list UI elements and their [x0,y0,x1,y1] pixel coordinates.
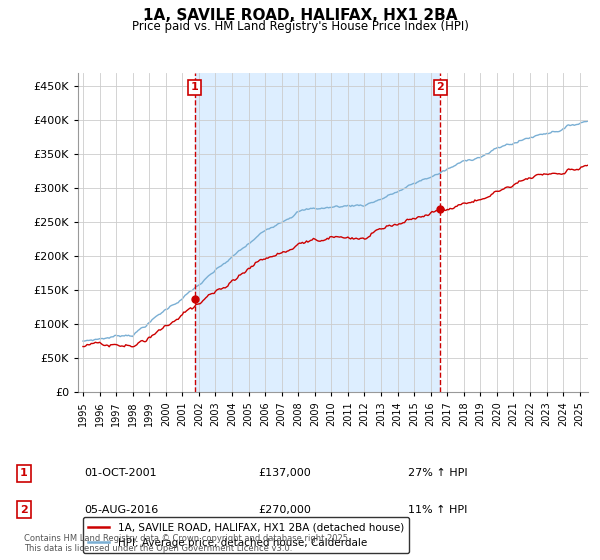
Text: 1: 1 [20,468,28,478]
Text: 2: 2 [20,505,28,515]
Text: 2: 2 [436,82,444,92]
Text: 01-OCT-2001: 01-OCT-2001 [84,468,157,478]
Text: 1: 1 [191,82,199,92]
Text: 27% ↑ HPI: 27% ↑ HPI [408,468,467,478]
Text: Price paid vs. HM Land Registry's House Price Index (HPI): Price paid vs. HM Land Registry's House … [131,20,469,32]
Text: £270,000: £270,000 [258,505,311,515]
Legend: 1A, SAVILE ROAD, HALIFAX, HX1 2BA (detached house), HPI: Average price, detached: 1A, SAVILE ROAD, HALIFAX, HX1 2BA (detac… [83,517,409,553]
Text: £137,000: £137,000 [258,468,311,478]
Bar [195,73,440,392]
Text: Contains HM Land Registry data © Crown copyright and database right 2025.
This d: Contains HM Land Registry data © Crown c… [24,534,350,553]
Text: 05-AUG-2016: 05-AUG-2016 [84,505,158,515]
Text: 1A, SAVILE ROAD, HALIFAX, HX1 2BA: 1A, SAVILE ROAD, HALIFAX, HX1 2BA [143,8,457,24]
Text: 11% ↑ HPI: 11% ↑ HPI [408,505,467,515]
